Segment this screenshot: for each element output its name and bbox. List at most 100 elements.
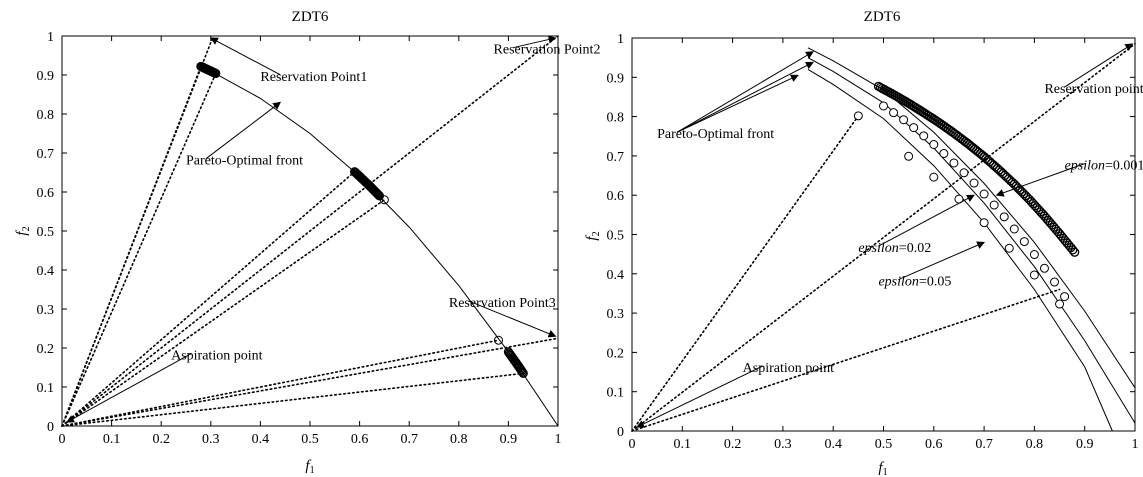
series-point bbox=[904, 151, 914, 161]
chart-title-right: ZDT6 bbox=[864, 9, 901, 25]
annotation-label: epsilon=0.05 bbox=[878, 275, 951, 290]
x-tick-label: 0.2 bbox=[724, 437, 742, 452]
y-tick-label: 0.5 bbox=[37, 225, 55, 240]
annotation-arrow bbox=[995, 163, 1085, 197]
solution-point bbox=[374, 190, 384, 200]
x-tick-label: 0.6 bbox=[925, 437, 943, 452]
series-point bbox=[1009, 224, 1019, 234]
reference-line bbox=[61, 339, 500, 427]
x-tick-label: 0 bbox=[629, 437, 636, 452]
reference-line bbox=[631, 115, 860, 432]
y-axis-left: 0 0.1 0.2 0.3 0.4 0.5 0.6 0.7 0.8 0.9 1 bbox=[37, 30, 558, 435]
x-tick-label: 0.6 bbox=[351, 432, 369, 447]
open-marker bbox=[493, 335, 503, 345]
reference-line bbox=[61, 337, 559, 427]
annotation-label: Reservation point bbox=[1044, 82, 1143, 97]
y-tick-label: 0.8 bbox=[37, 108, 55, 123]
series-point bbox=[949, 158, 959, 168]
annotation-arrow bbox=[468, 300, 557, 338]
y-tick-label: 0.7 bbox=[37, 147, 55, 162]
y-axis-label-left: f2 bbox=[14, 226, 32, 235]
series-point bbox=[879, 101, 888, 111]
x-tick-label: 0 bbox=[59, 432, 66, 447]
annotation-label: epsilon=0.02 bbox=[858, 241, 931, 256]
series-point bbox=[1029, 250, 1039, 260]
solution-point bbox=[518, 368, 528, 378]
annotation-label: Aspiration point bbox=[171, 349, 262, 364]
x-tick-label: 0.1 bbox=[674, 437, 692, 452]
annotation-arrow bbox=[513, 35, 557, 49]
annotation-label: Aspiration point bbox=[743, 361, 834, 376]
x-tick-label: 0.1 bbox=[103, 432, 121, 447]
reference-line bbox=[61, 199, 386, 427]
x-axis-label-right: f1 bbox=[878, 460, 887, 477]
y-tick-label: 1 bbox=[617, 32, 624, 47]
series-point bbox=[969, 178, 979, 188]
series-point bbox=[1050, 277, 1060, 287]
y-tick-label: 0.1 bbox=[37, 381, 55, 396]
y-tick-label: 0.2 bbox=[37, 342, 55, 357]
x-tick-label: 0.3 bbox=[202, 432, 220, 447]
annotation-arrow bbox=[66, 353, 192, 423]
x-tick-label: 0.7 bbox=[400, 432, 418, 447]
annotation-arrow bbox=[1064, 43, 1134, 88]
y-tick-label: 0.6 bbox=[607, 189, 625, 204]
annotation-label: Reservation Point3 bbox=[449, 296, 556, 311]
y-tick-label: 0.9 bbox=[37, 69, 55, 84]
pareto-front-curve bbox=[807, 47, 1136, 389]
pareto-front-curve bbox=[200, 65, 559, 427]
y-tick-label: 0.2 bbox=[607, 346, 625, 361]
series-point-eps-0.001 bbox=[1068, 245, 1078, 255]
x-axis-right: 0 0.1 0.2 0.3 0.4 0.5 0.6 0.7 0.8 0.9 1 bbox=[629, 38, 1139, 452]
x-tick-label: 0.4 bbox=[252, 432, 270, 447]
series-point-eps-0.001 bbox=[1069, 247, 1080, 257]
annotation-arrow bbox=[209, 37, 281, 76]
y-tick-label: 0.1 bbox=[607, 386, 625, 401]
series-point bbox=[939, 149, 949, 159]
reference-line bbox=[631, 43, 1136, 432]
annotation-arrow bbox=[205, 101, 282, 160]
y-tick-label: 0 bbox=[617, 425, 624, 440]
series-point bbox=[853, 111, 863, 121]
reference-line bbox=[61, 170, 356, 427]
annotation-arrow bbox=[676, 74, 799, 133]
annotation-label: Pareto-Optimal front bbox=[186, 154, 303, 169]
x-tick-label: 0.5 bbox=[301, 432, 319, 447]
solution-point bbox=[373, 189, 383, 199]
x-tick-label: 0.4 bbox=[824, 437, 842, 452]
series-point bbox=[999, 212, 1009, 222]
chart-panel-right: ZDT6 Pareto-Optimal front Reservation poi… bbox=[584, 9, 1143, 477]
series-point bbox=[1039, 263, 1049, 273]
y-tick-label: 0.3 bbox=[607, 307, 625, 322]
y-tick-label: 0.3 bbox=[37, 303, 55, 318]
series-point bbox=[919, 131, 929, 141]
reference-line bbox=[631, 288, 1061, 432]
annotation-arrow bbox=[898, 241, 986, 281]
x-tick-label: 0.3 bbox=[774, 437, 792, 452]
annotation-label: Pareto-Optimal front bbox=[657, 127, 774, 142]
chart-title-left: ZDT6 bbox=[292, 9, 329, 25]
y-tick-label: 0.5 bbox=[607, 229, 625, 244]
series-point bbox=[909, 123, 919, 133]
series-point bbox=[979, 189, 989, 199]
x-tick-label: 0.2 bbox=[152, 432, 170, 447]
annotation-arrow bbox=[636, 365, 763, 428]
plot-area-right: Pareto-Optimal front Reservation point eps… bbox=[631, 43, 1143, 432]
pareto-front-curve bbox=[807, 68, 1113, 432]
reference-line bbox=[61, 72, 217, 427]
x-axis-left: 0 0.1 0.2 0.3 0.4 0.5 0.6 0.7 0.8 0.9 1 bbox=[59, 36, 562, 447]
annotation-label: Reservation Point2 bbox=[494, 43, 601, 58]
reference-line bbox=[61, 65, 202, 427]
x-tick-label: 0.7 bbox=[975, 437, 993, 452]
x-axis-label-left: f1 bbox=[305, 458, 314, 476]
series-point bbox=[989, 200, 999, 210]
series-point bbox=[1004, 243, 1014, 253]
reference-line bbox=[61, 372, 525, 427]
y-axis-right: 0 0.1 0.2 0.3 0.4 0.5 0.6 0.7 0.8 0.9 1 bbox=[607, 32, 1135, 440]
y-tick-label: 0.6 bbox=[37, 186, 55, 201]
y-tick-label: 0.4 bbox=[607, 268, 625, 283]
x-tick-label: 0.8 bbox=[1026, 437, 1044, 452]
series-point bbox=[1019, 237, 1029, 247]
annotation-arrow bbox=[676, 51, 814, 133]
